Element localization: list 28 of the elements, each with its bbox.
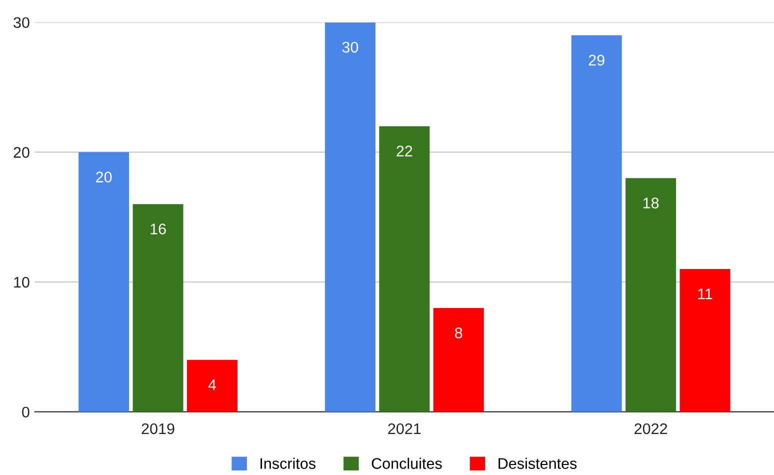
bar [324,22,376,412]
bar [680,269,730,412]
x-tick-label: 2022 [634,423,668,434]
y-tick-label: 10 [14,276,30,288]
data-label: 30 [342,42,358,53]
data-label: 11 [698,288,712,300]
legend-label: Inscritos [260,458,316,469]
data-label: 22 [396,146,412,156]
legend-label: Desistentes [498,458,577,469]
bar [379,126,430,412]
data-label: 8 [455,327,462,338]
bar [78,152,130,412]
x-tick-label: 2019 [142,423,174,434]
data-label: 29 [588,54,604,66]
data-label: 4 [208,380,216,390]
legend-label: Concluites [372,458,442,469]
data-label: 20 [96,172,112,182]
bar [132,204,184,412]
bar [186,360,238,412]
y-tick-label: 0 [22,406,30,418]
y-tick-label: 30 [14,17,30,28]
data-label: 18 [643,198,659,208]
bar [571,35,622,412]
x-tick-label: 2021 [388,423,421,434]
bar [433,308,484,412]
y-tick-label: 20 [14,147,30,158]
bar [626,178,676,412]
data-label: 16 [150,224,166,234]
